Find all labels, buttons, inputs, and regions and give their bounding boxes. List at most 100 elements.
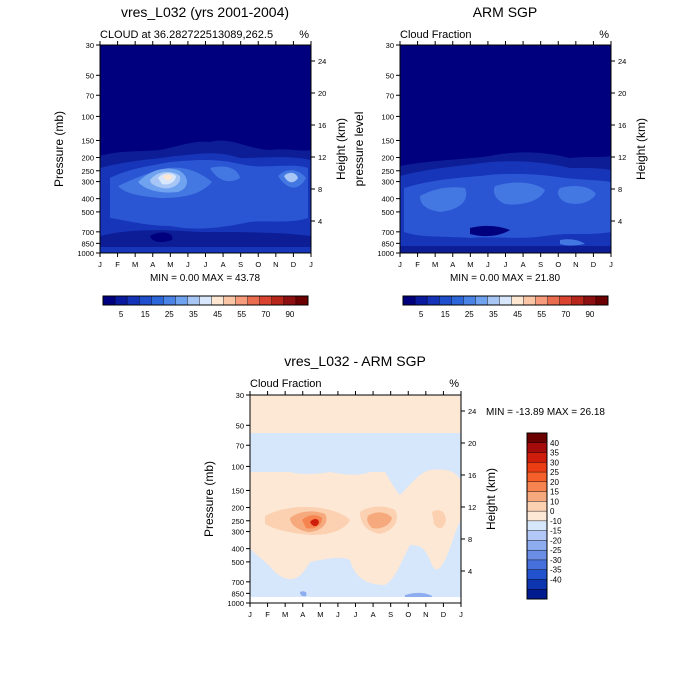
y-tick-label: 400 [231, 545, 244, 554]
x-tick-label: S [388, 610, 393, 619]
colorbar-label: 15 [550, 488, 559, 497]
panel-model-unit: % [299, 29, 309, 41]
colorbar-swatch [151, 295, 164, 306]
x-tick-label: M [467, 260, 473, 269]
colorbar-label: 30 [550, 458, 559, 467]
y-tick-label: 250 [81, 167, 94, 176]
colorbar-swatch [126, 295, 140, 306]
y-tick-label: 300 [231, 528, 244, 537]
x-tick-label: J [186, 260, 190, 269]
y-right-tick-label: 16 [468, 471, 476, 480]
panel-model-ylabel-right: Height (km) [334, 118, 348, 180]
panel-model-stats: MIN = 0.00 MAX = 43.78 [150, 273, 260, 284]
colorbar-swatch [595, 295, 609, 306]
colorbar-swatch [526, 569, 548, 580]
colorbar-swatch [526, 452, 548, 463]
y-right-tick-label: 16 [618, 121, 626, 130]
x-tick-label: J [204, 260, 208, 269]
y-tick-label: 850 [81, 239, 94, 248]
x-tick-label: O [255, 260, 261, 269]
y-tick-label: 500 [381, 208, 394, 217]
colorbar-label: 70 [261, 310, 270, 319]
colorbar-swatch [175, 295, 188, 306]
colorbar-swatch [511, 295, 524, 306]
y-tick-label: 850 [381, 239, 394, 248]
x-tick-label: D [291, 260, 297, 269]
x-tick-label: N [273, 260, 278, 269]
colorbar-label: 70 [561, 310, 570, 319]
y-right-tick-label: 16 [318, 121, 326, 130]
colorbar-swatch [526, 559, 548, 571]
y-right-tick-label: 8 [318, 185, 322, 194]
panel-obs-stats: MIN = 0.00 MAX = 21.80 [450, 273, 560, 284]
x-tick-label: F [415, 260, 420, 269]
x-tick-label: J [336, 610, 340, 619]
colorbar-swatch [523, 295, 537, 306]
colorbar-label: 90 [285, 310, 294, 319]
colorbar-label: -20 [550, 536, 562, 545]
y-tick-label: 400 [81, 195, 94, 204]
y-right-tick-label: 8 [618, 185, 622, 194]
colorbar-swatch [547, 295, 561, 306]
colorbar-swatch [526, 510, 548, 522]
panel-obs-y-ticks-right: 24 20 16 12 8 4 [611, 57, 626, 226]
y-tick-label: 500 [231, 558, 244, 567]
y-tick-label: 100 [231, 462, 244, 471]
colorbar-label: 35 [550, 449, 559, 458]
colorbar-label: -35 [550, 566, 562, 575]
x-tick-label: O [405, 610, 411, 619]
y-tick-label: 100 [381, 112, 394, 121]
colorbar-swatch [526, 540, 548, 551]
y-tick-label: 300 [381, 178, 394, 187]
colorbar-label: -40 [550, 575, 562, 584]
panel-diff-unit: % [449, 378, 459, 390]
x-tick-label: D [441, 610, 447, 619]
y-tick-label: 700 [381, 228, 394, 237]
y-tick-label: 150 [381, 136, 394, 145]
colorbar-label: -10 [550, 517, 562, 526]
x-tick-label: M [432, 260, 438, 269]
y-tick-label: 200 [81, 154, 94, 163]
colorbar-label: -30 [550, 556, 562, 565]
x-tick-label: M [317, 610, 323, 619]
y-tick-label: 200 [381, 154, 394, 163]
colorbar-swatch [114, 295, 128, 306]
colorbar-swatch [295, 295, 309, 306]
colorbar-label: 40 [550, 439, 559, 448]
colorbar-swatch [102, 295, 116, 306]
panel-diff-field [250, 395, 461, 603]
x-tick-label: A [450, 260, 455, 269]
colorbar-swatch [451, 295, 464, 306]
x-tick-label: F [265, 610, 270, 619]
x-tick-label: J [98, 260, 102, 269]
y-right-tick-label: 24 [318, 57, 326, 66]
x-tick-label: S [538, 260, 543, 269]
panel-model-ylabel: Pressure (mb) [52, 111, 66, 187]
x-tick-label: M [282, 610, 288, 619]
panel-diff-title: vres_L032 - ARM SGP [284, 353, 426, 369]
y-tick-label: 250 [381, 167, 394, 176]
panel-diff: vres_L032 - ARM SGP Cloud Fraction % 30 5… [202, 353, 605, 619]
x-tick-label: A [300, 610, 305, 619]
y-tick-label: 50 [236, 421, 244, 430]
colorbar-swatch [187, 295, 200, 306]
colorbar-swatch [138, 295, 152, 306]
y-right-tick-label: 8 [468, 535, 472, 544]
colorbar-swatch [235, 295, 249, 306]
x-tick-label: O [555, 260, 561, 269]
y-right-tick-label: 12 [318, 153, 326, 162]
panel-obs-field [400, 45, 611, 253]
x-tick-label: M [167, 260, 173, 269]
x-tick-label: M [132, 260, 138, 269]
colorbar-label: 45 [513, 310, 522, 319]
y-tick-label: 30 [386, 41, 394, 50]
y-right-tick-label: 4 [318, 217, 322, 226]
colorbar-swatch [526, 481, 548, 492]
colorbar-swatch [271, 295, 285, 306]
colorbar-swatch [571, 295, 585, 306]
colorbar-frame [102, 295, 309, 306]
colorbar-swatch [283, 295, 297, 306]
